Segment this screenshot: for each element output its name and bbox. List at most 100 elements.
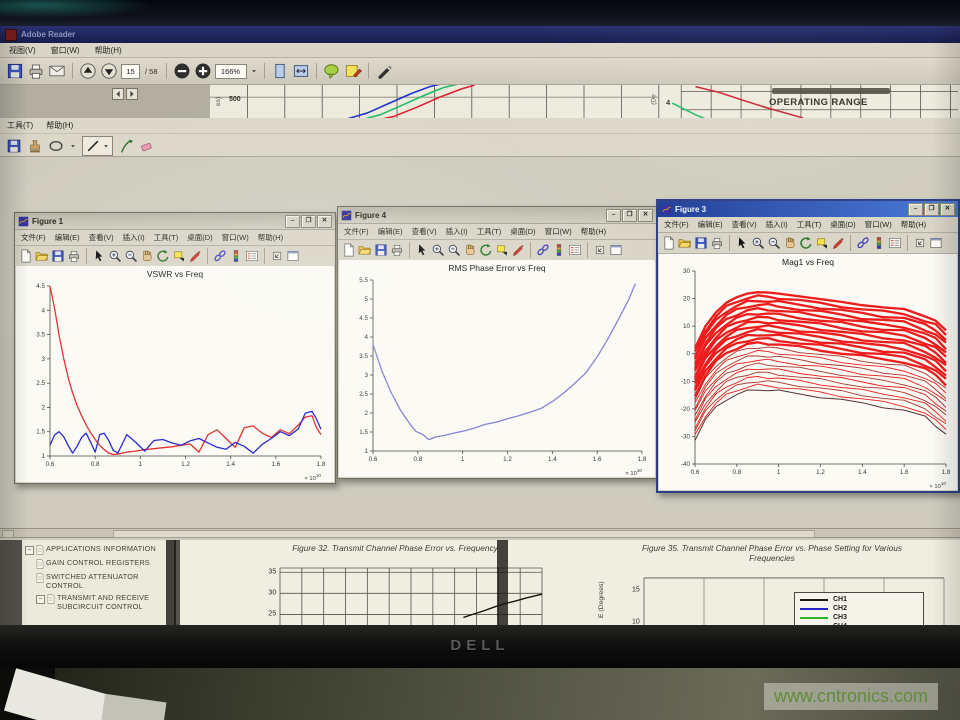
menu-item[interactable]: 桌面(D) [510, 227, 536, 236]
colorbar-icon[interactable] [872, 236, 886, 250]
dock-small-icon[interactable] [270, 249, 284, 263]
bookmark-label[interactable]: GAIN CONTROL REGISTERS [46, 558, 150, 567]
comment-icon[interactable] [323, 62, 341, 80]
menu-item[interactable]: 窗口(W) [864, 220, 892, 229]
zoom-out-icon[interactable] [124, 249, 138, 263]
new-doc-icon[interactable] [662, 236, 676, 250]
previous-page-icon[interactable] [79, 62, 97, 80]
legend-icon[interactable] [568, 243, 582, 257]
horizontal-scrollbar[interactable] [0, 528, 960, 538]
new-doc-icon[interactable] [19, 249, 33, 263]
zoom-in-icon[interactable] [751, 236, 765, 250]
legend-icon[interactable] [888, 236, 902, 250]
line-tool-icon[interactable] [85, 138, 101, 154]
minimize-button[interactable]: – [606, 208, 621, 222]
pan-hand-icon[interactable] [463, 243, 477, 257]
menu-item[interactable]: 帮助(H) [580, 227, 607, 236]
maximize-button[interactable]: ❐ [924, 202, 939, 216]
adobe-titlebar[interactable]: Adobe Reader [0, 26, 960, 43]
zoom-in-icon[interactable] [194, 62, 212, 80]
menu-item[interactable]: 帮助(H) [46, 121, 74, 130]
print-icon[interactable] [710, 236, 724, 250]
rotate-3d-icon[interactable] [799, 236, 813, 250]
zoom-out-icon[interactable] [447, 243, 461, 257]
bookmark-item[interactable]: – TRANSMIT AND RECEIVE SUBCIRCUIT CONTROL [25, 593, 174, 611]
dock-large-icon[interactable] [929, 236, 943, 250]
nav-left-icon[interactable] [112, 88, 124, 100]
menu-item[interactable]: 编辑(E) [377, 227, 403, 236]
link-plots-icon[interactable] [213, 249, 227, 263]
expander-icon[interactable]: – [25, 546, 34, 555]
bookmark-item[interactable]: SWITCHED ATTENUATOR CONTROL [25, 572, 174, 590]
legend-icon[interactable] [245, 249, 259, 263]
new-doc-icon[interactable] [342, 243, 356, 257]
menu-item[interactable]: 查看(V) [411, 227, 437, 236]
brush-icon[interactable] [511, 243, 525, 257]
figure3-titlebar[interactable]: Figure 3 – ❐ ✕ [658, 201, 958, 217]
expander-icon[interactable]: – [36, 595, 45, 604]
eraser-icon[interactable] [139, 138, 155, 154]
menu-item[interactable]: 文件(F) [664, 220, 689, 229]
menu-item[interactable]: 窗口(W) [221, 233, 249, 242]
single-page-view-icon[interactable] [271, 62, 289, 80]
menu-item[interactable]: 工具(T) [796, 220, 822, 229]
menu-item[interactable]: 插入(I) [445, 227, 468, 236]
menu-item[interactable]: 插入(I) [765, 220, 788, 229]
save-icon[interactable] [374, 243, 388, 257]
note-icon[interactable] [344, 62, 362, 80]
save-icon[interactable] [6, 138, 22, 154]
colorbar-icon[interactable] [229, 249, 243, 263]
pointer-icon[interactable] [735, 236, 749, 250]
pan-hand-icon[interactable] [140, 249, 154, 263]
next-page-icon[interactable] [100, 62, 118, 80]
zoom-in-icon[interactable] [108, 249, 122, 263]
pan-hand-icon[interactable] [783, 236, 797, 250]
data-cursor-icon[interactable] [815, 236, 829, 250]
menu-item[interactable]: 帮助(H) [257, 233, 284, 242]
zoom-level-input[interactable]: 166% [214, 63, 247, 79]
menu-item[interactable]: 工具(T) [153, 233, 179, 242]
scrollbar-thumb[interactable] [113, 530, 815, 538]
selected-tool-box[interactable] [82, 136, 113, 156]
brush-icon[interactable] [831, 236, 845, 250]
close-button[interactable]: ✕ [638, 208, 653, 222]
menu-item[interactable]: 视图(V) [9, 45, 36, 55]
menu-item[interactable]: 工具(T) [476, 227, 502, 236]
page-number-input[interactable]: 15 [121, 63, 140, 79]
zoom-dropdown-caret-icon[interactable] [250, 64, 258, 78]
colorbar-icon[interactable] [552, 243, 566, 257]
menu-item[interactable]: 查看(V) [731, 220, 757, 229]
bookmark-label[interactable]: SWITCHED ATTENUATOR CONTROL [46, 572, 139, 590]
maximize-button[interactable]: ❐ [622, 208, 637, 222]
close-button[interactable]: ✕ [317, 214, 332, 228]
zoom-out-icon[interactable] [767, 236, 781, 250]
menu-item[interactable]: 查看(V) [88, 233, 114, 242]
stamp-icon[interactable] [27, 138, 43, 154]
save-icon[interactable] [694, 236, 708, 250]
data-cursor-icon[interactable] [172, 249, 186, 263]
nav-right-icon[interactable] [126, 88, 138, 100]
link-plots-icon[interactable] [856, 236, 870, 250]
bookmark-item[interactable]: – APPLICATIONS INFORMATION [25, 544, 174, 555]
dock-small-icon[interactable] [593, 243, 607, 257]
menu-item[interactable]: 帮助(H) [900, 220, 927, 229]
bookmark-item[interactable]: GAIN CONTROL REGISTERS [25, 558, 174, 569]
pointer-icon[interactable] [92, 249, 106, 263]
menu-item[interactable]: 窗口(W) [544, 227, 572, 236]
print-icon[interactable] [390, 243, 404, 257]
dock-large-icon[interactable] [609, 243, 623, 257]
minimize-button[interactable]: – [285, 214, 300, 228]
close-button[interactable]: ✕ [940, 202, 955, 216]
sign-icon[interactable] [375, 62, 393, 80]
figure4-titlebar[interactable]: Figure 4 – ❐ ✕ [338, 207, 656, 224]
menu-item[interactable]: 编辑(E) [697, 220, 723, 229]
rotate-3d-icon[interactable] [479, 243, 493, 257]
menu-item[interactable]: 桌面(D) [187, 233, 213, 242]
zoom-out-icon[interactable] [173, 62, 191, 80]
pointer-icon[interactable] [415, 243, 429, 257]
link-plots-icon[interactable] [536, 243, 550, 257]
minimize-button[interactable]: – [908, 202, 923, 216]
ellipse-tool-icon[interactable] [48, 138, 64, 154]
menu-item[interactable]: 插入(I) [122, 233, 145, 242]
dock-large-icon[interactable] [286, 249, 300, 263]
